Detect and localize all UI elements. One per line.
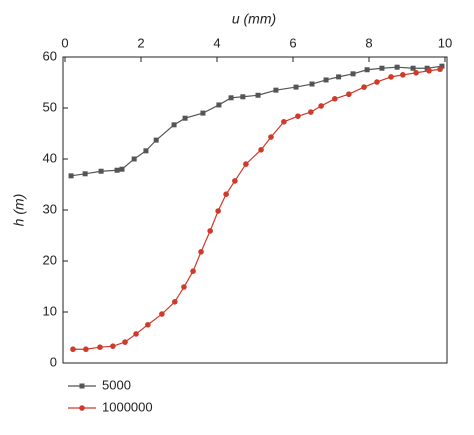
marker <box>207 228 213 234</box>
plot-frame <box>62 56 448 364</box>
y-tick-label: 60 <box>43 48 57 63</box>
marker <box>171 122 177 128</box>
x-axis-title: u (mm) <box>232 11 276 27</box>
marker <box>323 77 329 83</box>
x-tick-label: 10 <box>438 35 452 50</box>
marker <box>182 115 188 121</box>
marker <box>114 167 120 173</box>
marker <box>361 84 367 90</box>
marker <box>332 96 338 102</box>
marker <box>143 148 149 154</box>
y-axis-title: h (m) <box>11 194 27 227</box>
marker <box>122 339 128 345</box>
marker <box>133 331 139 337</box>
marker <box>364 67 370 73</box>
marker <box>281 118 287 125</box>
legend-label: 5000 <box>102 377 131 392</box>
x-tick-label: 8 <box>365 35 372 50</box>
marker <box>181 284 187 290</box>
y-tick-label: 50 <box>43 99 57 114</box>
marker <box>198 249 204 255</box>
marker <box>172 299 178 305</box>
marker <box>374 79 380 85</box>
marker <box>379 65 385 71</box>
marker <box>439 63 445 69</box>
marker <box>293 84 299 90</box>
marker <box>70 346 76 353</box>
x-tick-label: 4 <box>213 35 220 50</box>
marker <box>268 134 274 140</box>
marker <box>79 383 85 389</box>
marker <box>255 92 261 98</box>
marker <box>215 208 221 214</box>
marker <box>424 65 430 71</box>
marker <box>232 178 238 184</box>
marker <box>145 321 151 328</box>
marker <box>413 70 419 76</box>
marker <box>131 156 137 162</box>
marker <box>79 405 85 411</box>
y-tick-label: 0 <box>50 354 57 369</box>
marker <box>68 173 74 179</box>
marker <box>119 166 125 172</box>
marker <box>388 74 394 80</box>
y-tick-label: 30 <box>43 201 57 216</box>
marker <box>240 94 246 100</box>
y-tick-label: 10 <box>43 303 57 318</box>
x-tick-label: 0 <box>61 35 68 50</box>
marker <box>190 268 196 275</box>
marker <box>153 137 159 143</box>
marker <box>309 81 315 87</box>
marker <box>394 64 400 70</box>
marker <box>318 103 324 109</box>
marker <box>400 72 406 78</box>
marker <box>228 95 234 101</box>
marker <box>83 346 89 353</box>
marker <box>200 110 206 116</box>
marker <box>295 113 301 119</box>
y-tick-label: 20 <box>43 252 57 267</box>
x-tick-label: 6 <box>289 35 296 50</box>
marker <box>216 102 222 108</box>
y-tick-label: 40 <box>43 150 57 165</box>
marker <box>346 91 352 98</box>
marker <box>82 171 88 177</box>
marker <box>243 161 249 167</box>
legend-label: 1000000 <box>102 399 153 414</box>
marker <box>159 311 165 317</box>
marker <box>273 87 279 93</box>
marker <box>437 66 443 73</box>
series-line <box>70 65 443 177</box>
marker <box>223 191 229 197</box>
marker <box>110 343 116 349</box>
marker <box>97 344 103 350</box>
marker <box>258 147 264 153</box>
marker <box>308 109 314 115</box>
series-line <box>72 68 441 350</box>
marker <box>350 71 356 77</box>
marker <box>336 74 342 80</box>
x-tick-label: 2 <box>137 35 144 50</box>
marker <box>98 168 104 174</box>
marker <box>410 65 416 71</box>
marker <box>426 67 432 74</box>
